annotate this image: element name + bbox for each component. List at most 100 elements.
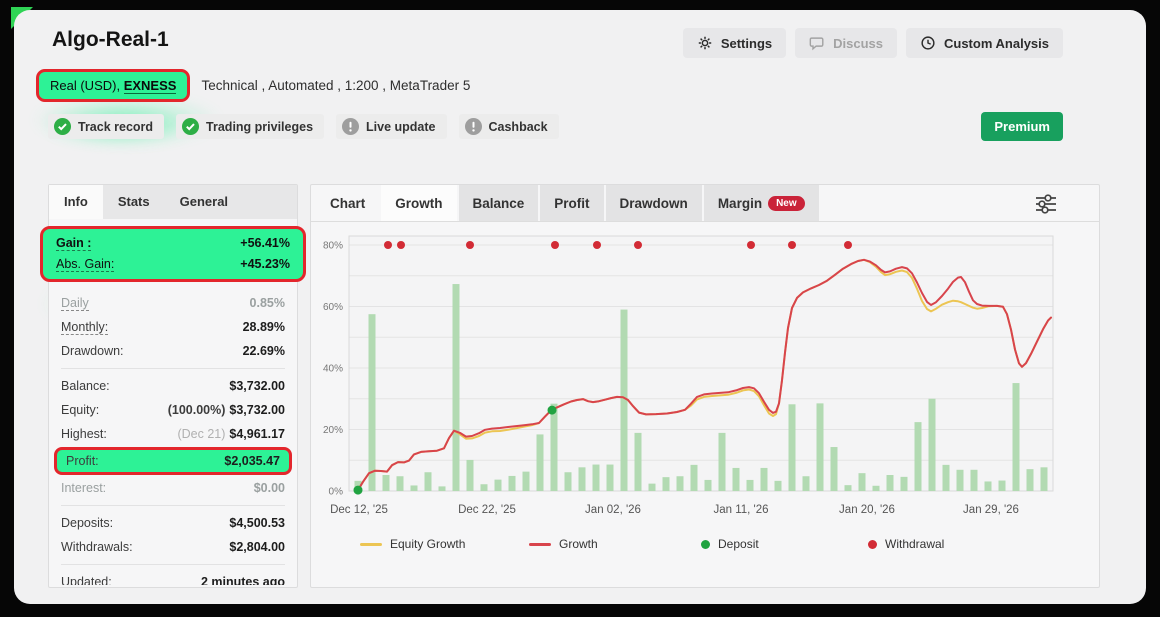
daily-gain-bar xyxy=(536,434,544,491)
growth-line xyxy=(357,258,1052,492)
chart-tab-growth[interactable]: Growth xyxy=(381,185,457,221)
legend-equity-growth[interactable]: Equity Growth xyxy=(360,537,465,551)
withdrawal-marker xyxy=(747,241,755,249)
stat-label: Highest: xyxy=(61,427,107,441)
withdrawal-marker xyxy=(593,241,601,249)
info-tab-general[interactable]: General xyxy=(179,194,229,209)
legend-label: Withdrawal xyxy=(885,537,945,551)
withdrawal-marker xyxy=(551,241,559,249)
daily-gain-bar xyxy=(564,472,572,491)
daily-gain-bar xyxy=(956,469,964,491)
stat-value-prefix: (Dec 21) xyxy=(177,427,226,441)
stat-value: $4,500.53 xyxy=(229,516,285,530)
growth-chart-canvas[interactable]: 0% 20% 40% 60% 80% Dec 12, '25 Dec 22, '25 Jan … xyxy=(311,221,1101,533)
button-label: Discuss xyxy=(833,35,883,51)
chart-tab-balance[interactable]: Balance xyxy=(458,185,539,221)
withdrawal-marker xyxy=(634,241,642,249)
legend-label: Deposit xyxy=(718,537,759,551)
settings-button[interactable]: Settings xyxy=(682,28,787,58)
tab-label: Drawdown xyxy=(619,195,688,211)
legend-dot-swatch xyxy=(868,539,877,549)
stat-label: Updated: xyxy=(61,575,112,585)
withdrawal-marker xyxy=(397,241,405,249)
daily-gain-bar xyxy=(592,464,600,491)
y-axis-tick-label: 0% xyxy=(329,487,344,498)
chart-filter-icon[interactable] xyxy=(1033,193,1059,220)
track-record-badge[interactable]: Track record xyxy=(48,114,165,139)
broker-link[interactable]: EXNESS xyxy=(123,78,177,94)
daily-gain-bar xyxy=(634,432,642,491)
withdrawal-marker xyxy=(466,241,474,249)
stat-value: 22.69% xyxy=(242,344,285,358)
daily-gain-bar xyxy=(522,471,530,491)
stat-row: Monthly: 28.89% xyxy=(61,315,285,339)
stat-row: Deposits: $4,500.53 xyxy=(61,511,285,535)
y-axis-tick-label: 60% xyxy=(323,302,343,313)
page-card: Algo-Real-1 Settings Discuss Custom Analys… xyxy=(14,10,1146,604)
stat-label: Profit: xyxy=(66,454,99,468)
custom-analysis-button[interactable]: Custom Analysis xyxy=(906,28,1063,58)
chart-tab-drawdown[interactable]: Drawdown xyxy=(605,185,702,221)
plot-border xyxy=(348,235,1054,492)
profit-highlight-row: Profit: $2,035.47 xyxy=(54,447,292,475)
stat-value: $2,035.47 xyxy=(224,454,280,468)
daily-gain-bar xyxy=(984,481,992,491)
daily-gain-bar xyxy=(438,486,446,491)
deposit-marker xyxy=(547,405,557,415)
cashback-badge[interactable]: Cashback xyxy=(458,114,559,139)
x-axis-tick-label: Dec 12, '25 xyxy=(330,504,388,516)
y-axis-tick-label: 80% xyxy=(323,241,343,252)
stat-value: $3,732.00 xyxy=(229,379,285,393)
page-title: Algo-Real-1 xyxy=(52,28,169,51)
daily-gain-bar xyxy=(578,467,586,491)
daily-gain-bar xyxy=(1026,469,1034,491)
y-axis-tick-label: 40% xyxy=(323,364,343,375)
chart-tab-margin[interactable]: Margin New xyxy=(703,185,819,221)
discuss-button[interactable]: Discuss xyxy=(795,28,897,58)
divider xyxy=(61,505,285,506)
tab-label: Balance xyxy=(472,195,525,211)
info-panel: Info Stats General Gain : +56.41% Abs. Gain:… xyxy=(40,184,306,588)
gain-highlight-box: Gain : +56.41% Abs. Gain: +45.23% xyxy=(40,226,306,282)
stat-label: Daily xyxy=(61,295,89,311)
badge-label: Live update xyxy=(366,119,436,134)
legend-growth[interactable]: Growth xyxy=(529,537,598,551)
legend-withdrawal[interactable]: Withdrawal xyxy=(868,537,944,551)
exclamation-circle-icon xyxy=(464,118,482,135)
daily-gain-bar xyxy=(802,476,810,491)
chart-tabs: Chart Growth Balance Profit Drawdown Margin Ne… xyxy=(311,185,1099,222)
daily-gain-bar xyxy=(718,432,726,491)
daily-gain-bar xyxy=(746,479,754,491)
badge-label: Trading privileges xyxy=(206,119,314,134)
legend-deposit[interactable]: Deposit xyxy=(701,537,759,551)
legend-dot-swatch xyxy=(701,539,710,549)
info-tab-stats[interactable]: Stats xyxy=(117,194,150,209)
stat-row: Balance: $3,732.00 xyxy=(61,374,285,398)
stat-row: Withdrawals: $2,804.00 xyxy=(61,535,285,559)
stat-value: $0.00 xyxy=(253,481,285,495)
x-axis-tick-label: Jan 11, '26 xyxy=(713,504,768,516)
stat-value-prefix: (100.00%) xyxy=(167,403,226,417)
tab-label: Growth xyxy=(395,195,443,211)
button-label: Custom Analysis xyxy=(944,35,1049,51)
premium-button[interactable]: Premium xyxy=(981,112,1063,141)
stat-value: $4,961.17 xyxy=(229,427,285,441)
chart-tab-chart[interactable]: Chart xyxy=(316,185,379,221)
chart-tab-profit[interactable]: Profit xyxy=(540,185,604,221)
daily-gain-bar xyxy=(494,479,502,491)
daily-gain-bar xyxy=(914,422,922,491)
stat-label: Monthly: xyxy=(61,319,109,335)
live-update-badge[interactable]: Live update xyxy=(336,114,447,139)
daily-gain-bar xyxy=(830,447,838,491)
stat-label: Abs. Gain: xyxy=(56,257,115,272)
divider xyxy=(61,564,285,565)
legend-line-swatch xyxy=(360,542,382,546)
check-circle-icon xyxy=(54,118,71,135)
withdrawal-marker xyxy=(788,241,796,249)
daily-gain-bar xyxy=(452,284,460,491)
stat-value: 2 minutes ago xyxy=(200,575,285,585)
stat-value: 28.89% xyxy=(242,320,285,334)
info-tab-info[interactable]: Info xyxy=(49,185,103,219)
trading-privileges-badge[interactable]: Trading privileges xyxy=(176,114,325,139)
stat-label: Deposits: xyxy=(61,516,114,530)
